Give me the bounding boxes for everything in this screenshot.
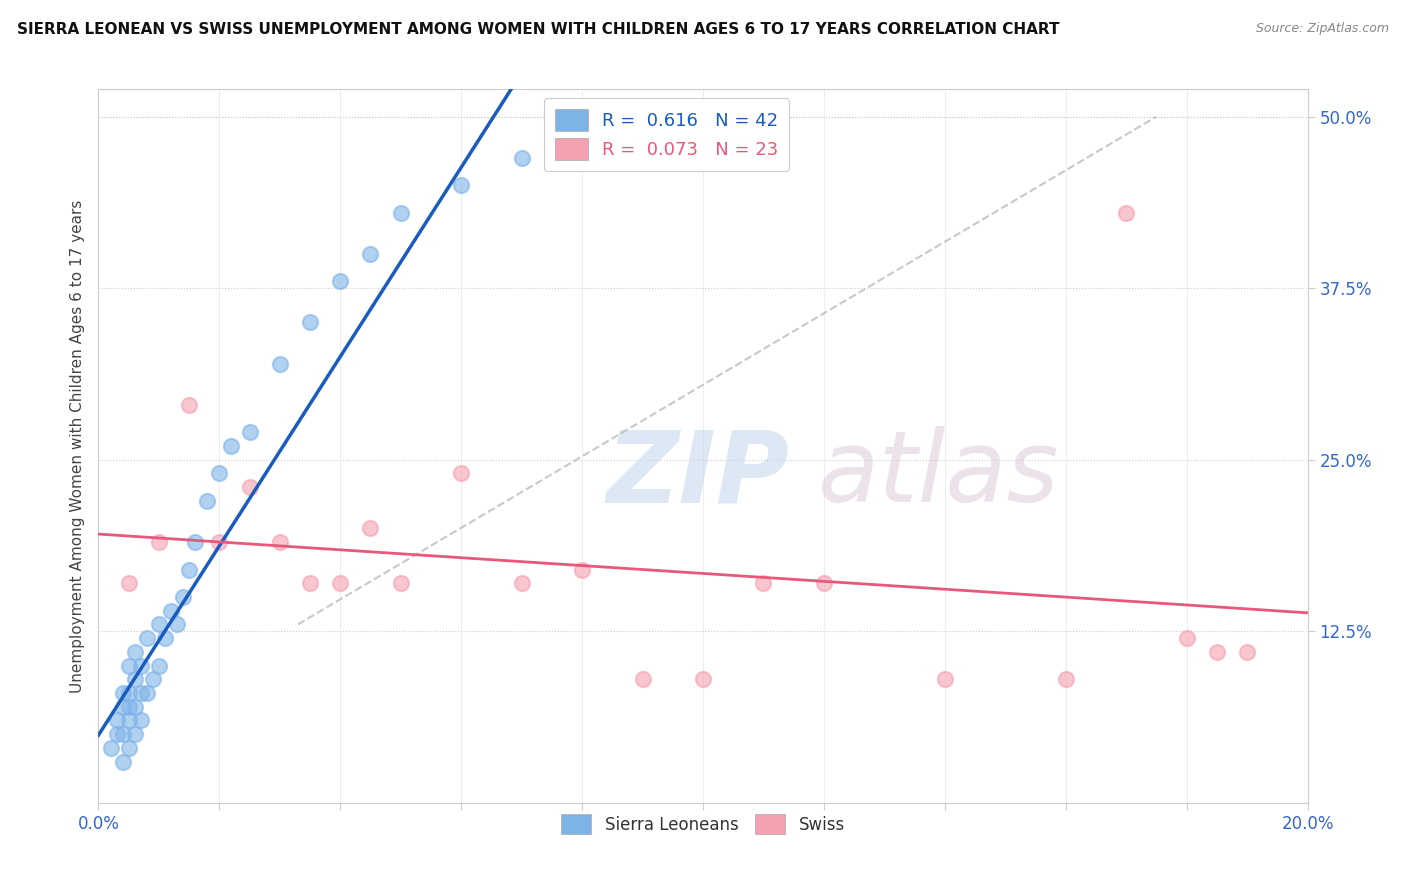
Point	[166, 617, 188, 632]
Point	[135, 631, 157, 645]
Point	[269, 535, 291, 549]
Point	[208, 467, 231, 481]
Point	[360, 247, 382, 261]
Point	[118, 686, 141, 700]
Point	[1054, 673, 1077, 687]
Point	[118, 658, 141, 673]
Point	[124, 673, 146, 687]
Point	[208, 535, 231, 549]
Point	[118, 740, 141, 755]
Point	[124, 699, 146, 714]
Point	[153, 631, 176, 645]
Point	[148, 658, 170, 673]
Point	[1115, 205, 1137, 219]
Point	[510, 151, 533, 165]
Point	[389, 576, 412, 591]
Point	[221, 439, 243, 453]
Point	[118, 714, 141, 728]
Point	[752, 576, 775, 591]
Point	[239, 425, 262, 440]
Point	[195, 494, 218, 508]
Text: atlas: atlas	[818, 426, 1060, 523]
Point	[1175, 631, 1198, 645]
Text: SIERRA LEONEAN VS SWISS UNEMPLOYMENT AMONG WOMEN WITH CHILDREN AGES 6 TO 17 YEAR: SIERRA LEONEAN VS SWISS UNEMPLOYMENT AMO…	[17, 22, 1059, 37]
Point	[329, 274, 352, 288]
Point	[142, 673, 165, 687]
Point	[160, 604, 183, 618]
Point	[172, 590, 194, 604]
Point	[510, 576, 533, 591]
Point	[100, 740, 122, 755]
Point	[148, 617, 170, 632]
Point	[571, 110, 593, 124]
Point	[450, 467, 472, 481]
Point	[179, 398, 201, 412]
Point	[111, 699, 134, 714]
Point	[135, 686, 157, 700]
Point	[239, 480, 262, 494]
Point	[118, 576, 141, 591]
Text: Source: ZipAtlas.com: Source: ZipAtlas.com	[1256, 22, 1389, 36]
Point	[934, 673, 956, 687]
Point	[813, 576, 835, 591]
Point	[148, 535, 170, 549]
Point	[129, 658, 152, 673]
Point	[129, 686, 152, 700]
Point	[118, 699, 141, 714]
Point	[129, 714, 152, 728]
Point	[299, 576, 322, 591]
Point	[124, 645, 146, 659]
Point	[111, 727, 134, 741]
Point	[360, 521, 382, 535]
Point	[124, 727, 146, 741]
Point	[299, 316, 322, 330]
Point	[329, 576, 352, 591]
Point	[105, 727, 128, 741]
Point	[179, 562, 201, 576]
Point	[571, 562, 593, 576]
Point	[111, 686, 134, 700]
Point	[184, 535, 207, 549]
Point	[692, 673, 714, 687]
Point	[450, 178, 472, 193]
Point	[269, 357, 291, 371]
Text: ZIP: ZIP	[606, 426, 789, 523]
Point	[105, 714, 128, 728]
Y-axis label: Unemployment Among Women with Children Ages 6 to 17 years: Unemployment Among Women with Children A…	[69, 199, 84, 693]
Point	[631, 673, 654, 687]
Legend: Sierra Leoneans, Swiss: Sierra Leoneans, Swiss	[551, 804, 855, 845]
Point	[1236, 645, 1258, 659]
Point	[389, 205, 412, 219]
Point	[111, 755, 134, 769]
Point	[1206, 645, 1229, 659]
